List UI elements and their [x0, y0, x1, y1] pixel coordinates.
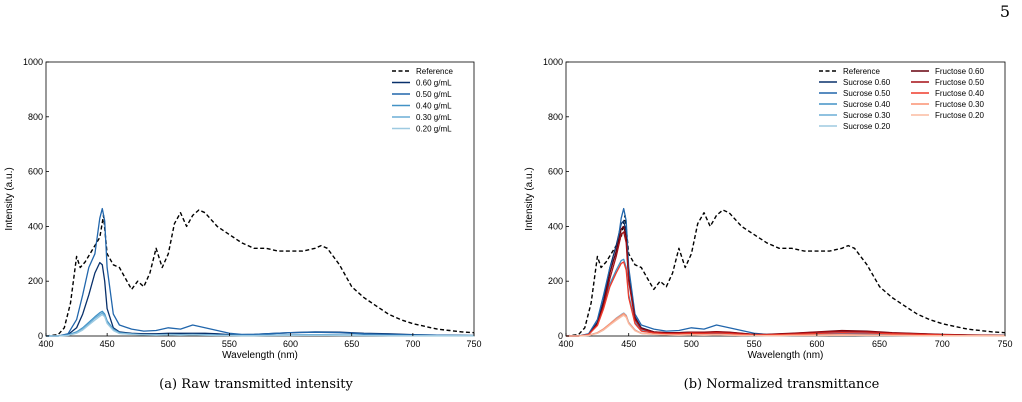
y-tick-label: 800 — [548, 112, 563, 122]
x-tick-label: 700 — [935, 339, 950, 349]
legend-label: 0.60 g/mL — [416, 79, 452, 88]
y-tick-label: 600 — [28, 167, 43, 177]
series-line-0 — [565, 209, 1006, 337]
figure-caption: (b) Normalized transmittance — [684, 377, 880, 392]
series-line-3 — [46, 310, 474, 337]
legend-label: Fructose 0.60 — [935, 67, 984, 76]
legend-label: Sucrose 0.20 — [843, 122, 891, 131]
x-tick-label: 550 — [222, 339, 237, 349]
legend-label: 0.40 g/mL — [416, 102, 452, 111]
y-tick-label: 400 — [548, 221, 563, 231]
figure-caption: (a) Raw transmitted intensity — [159, 377, 353, 392]
y-tick-label: 800 — [28, 112, 43, 122]
page-number: 5 — [999, 2, 1010, 21]
x-tick-label: 750 — [997, 339, 1012, 349]
legend-label: Sucrose 0.60 — [843, 78, 891, 87]
legend-label: Reference — [416, 67, 453, 76]
x-tick-label: 400 — [38, 339, 53, 349]
legend-label: 0.20 g/mL — [416, 125, 452, 134]
legend-label: Sucrose 0.30 — [843, 111, 891, 120]
series-line-0 — [45, 209, 475, 337]
legend: Reference Sucrose 0.60 Sucrose 0.50 Sucrose… — [819, 67, 984, 131]
x-tick-label: 500 — [684, 339, 699, 349]
y-tick-label: 200 — [548, 276, 563, 286]
x-tick-label: 450 — [621, 339, 636, 349]
chart-a: 400 450 500 550 600 650 700 750 0 200 400 600 800 100… — [4, 57, 482, 392]
x-tick-label: 700 — [405, 339, 420, 349]
legend-label: 0.50 g/mL — [416, 90, 452, 99]
legend-label: Sucrose 0.50 — [843, 89, 891, 98]
x-tick-label: 650 — [344, 339, 359, 349]
y-tick-label: 1000 — [23, 57, 43, 67]
legend-label: Fructose 0.40 — [935, 89, 984, 98]
legend-label: Sucrose 0.40 — [843, 100, 891, 109]
y-axis-label: Intensity (a.u.) — [524, 167, 535, 230]
y-tick-label: 600 — [548, 167, 563, 177]
x-tick-label: 600 — [283, 339, 298, 349]
y-tick-label: 1000 — [543, 57, 563, 67]
series-line-1 — [566, 220, 1006, 337]
x-tick-label: 500 — [161, 339, 176, 349]
series-line-2 — [46, 207, 475, 337]
legend-label: Reference — [843, 67, 880, 76]
series-line-6 — [566, 225, 1006, 337]
series-line-7 — [566, 231, 1006, 337]
series-line-9 — [566, 312, 1005, 337]
series-line-4 — [566, 312, 1005, 337]
series-line-2 — [566, 207, 1006, 337]
x-tick-label: 450 — [100, 339, 115, 349]
x-tick-label: 600 — [809, 339, 824, 349]
x-tick-label: 400 — [558, 339, 573, 349]
x-tick-label: 650 — [872, 339, 887, 349]
legend-label: Fructose 0.50 — [935, 78, 984, 87]
y-tick-label: 0 — [38, 331, 43, 341]
legend-label: Fructose 0.20 — [935, 111, 984, 120]
y-tick-label: 200 — [28, 276, 43, 286]
legend: Reference 0.60 g/mL 0.50 g/mL 0.40 g/mL 0.30… — [392, 67, 453, 134]
y-tick-label: 0 — [558, 331, 563, 341]
x-axis-label: Wavelength (nm) — [748, 350, 824, 361]
x-axis-label: Wavelength (nm) — [222, 350, 298, 361]
y-tick-label: 400 — [28, 221, 43, 231]
y-axis-label: Intensity (a.u.) — [4, 167, 15, 230]
x-tick-label: 750 — [466, 339, 481, 349]
legend-label: 0.30 g/mL — [416, 113, 452, 122]
chart-b: 400 450 500 550 600 650 700 750 0 200 400 600 800 100… — [524, 57, 1013, 392]
legend-label: Fructose 0.30 — [935, 100, 984, 109]
x-tick-label: 550 — [747, 339, 762, 349]
